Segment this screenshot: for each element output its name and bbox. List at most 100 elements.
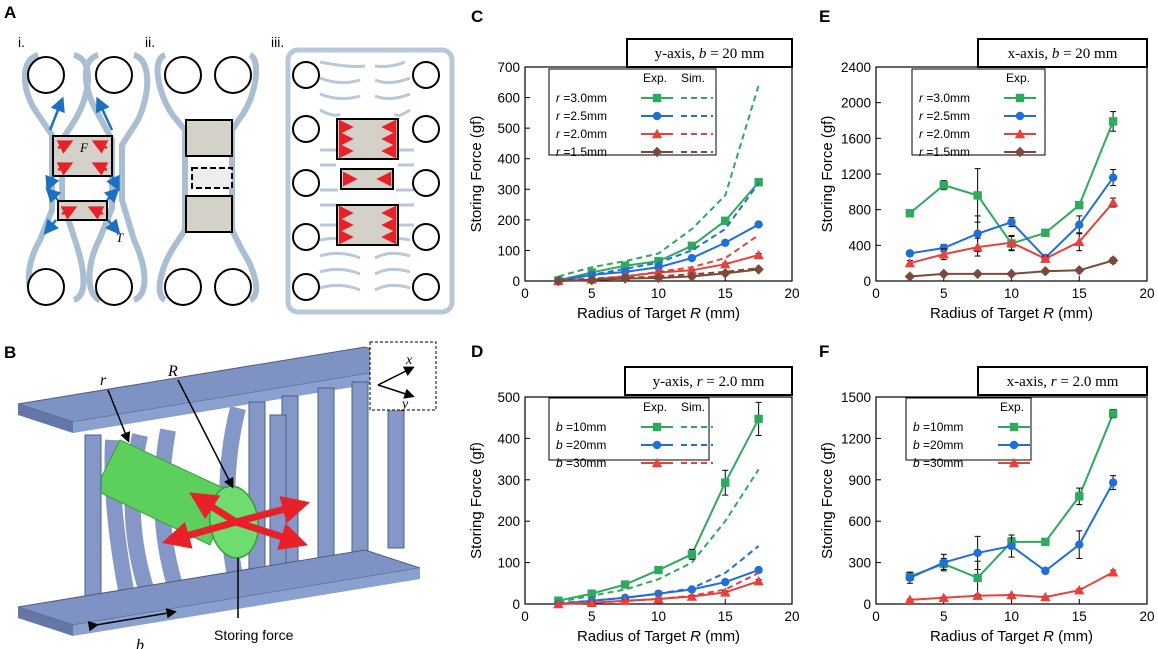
data-point-brown	[938, 268, 949, 280]
axis-y-label: y	[400, 397, 409, 412]
chart-title: y-axis, b = 20 mm	[655, 46, 765, 62]
data-point-blue	[1041, 566, 1050, 576]
y-tick-label: 800	[848, 203, 871, 218]
data-point-blue	[905, 573, 915, 582]
data-point-brown	[1074, 265, 1085, 276]
legend-marker	[1009, 440, 1019, 450]
x-tick-label: 5	[588, 609, 596, 624]
legend-marker	[1014, 128, 1026, 139]
data-point-green	[587, 589, 596, 598]
data-point-blue	[1108, 478, 1118, 487]
data-point-brown	[586, 274, 597, 286]
x-tick-label: 15	[718, 286, 733, 301]
data-point-red	[1107, 567, 1119, 577]
y-axis-label: Storing Force (gf)	[819, 442, 836, 559]
diagram-a-ii	[154, 52, 260, 306]
chart-title: x-axis, b = 20 mm	[1008, 46, 1118, 62]
x-tick-label: 10	[651, 609, 666, 624]
data-point-brown	[1006, 268, 1017, 280]
y-tick-label: 1200	[841, 431, 871, 446]
chart-title-box	[626, 38, 793, 68]
sublabel-i: i.	[18, 34, 25, 50]
data-point-green	[721, 478, 730, 487]
x-tick-label: 15	[1072, 609, 1087, 624]
legend-marker	[652, 422, 662, 432]
legend-label: r =2.5mm	[919, 109, 970, 123]
y-tick-label: 0	[863, 274, 871, 289]
y-tick-label: 100	[497, 556, 520, 571]
data-point-blue	[1007, 541, 1016, 551]
sublabel-iii: iii.	[271, 34, 284, 50]
data-point-green	[687, 241, 697, 251]
panel-letter-b: B	[4, 343, 16, 362]
data-point-blue	[939, 243, 948, 253]
data-point-blue	[1007, 217, 1016, 227]
legend-marker	[1015, 93, 1025, 103]
x-tick-label: 20	[784, 286, 799, 301]
y-tick-label: 1600	[841, 131, 871, 146]
x-tick-label: 10	[1004, 286, 1019, 301]
data-point-blue	[687, 253, 697, 263]
legend-label: r =1.5mm	[556, 145, 607, 159]
panel-letter-e: E	[819, 7, 830, 26]
data-point-green	[1041, 537, 1050, 547]
legend-marker	[651, 128, 663, 139]
data-point-red	[972, 241, 983, 252]
sim-line-green	[558, 85, 760, 278]
y-tick-label: 1500	[841, 390, 871, 405]
data-point-blue	[754, 565, 763, 575]
y-tick-label: 2400	[841, 60, 871, 75]
y-tick-label: 500	[497, 121, 520, 136]
x-tick-label: 10	[651, 286, 666, 301]
data-point-blue	[687, 585, 697, 594]
x-tick-label: 20	[784, 609, 799, 624]
data-point-brown	[753, 264, 764, 275]
panel-letter-a: A	[4, 3, 16, 22]
x-tick-label: 5	[588, 286, 596, 301]
data-point-green	[1075, 201, 1084, 210]
data-point-brown	[1040, 265, 1051, 277]
data-point-green	[1075, 492, 1084, 501]
chart-title-box	[977, 366, 1148, 396]
y-tick-label: 200	[497, 514, 520, 529]
y-tick-label: 1200	[841, 167, 871, 182]
y-tick-label: 400	[848, 238, 871, 253]
data-point-red	[904, 594, 916, 605]
y-tick-label: 300	[848, 556, 871, 571]
data-point-red	[720, 587, 731, 597]
x-tick-label: 0	[521, 286, 529, 301]
y-axis-label: Storing Force (gf)	[468, 442, 485, 559]
data-point-blue	[1108, 173, 1118, 182]
data-point-brown	[1107, 255, 1119, 266]
data-point-brown	[686, 271, 698, 282]
data-point-red	[553, 598, 564, 609]
legend-header-exp: Exp.	[1006, 71, 1030, 85]
legend-box	[548, 397, 710, 461]
legend-marker	[651, 146, 663, 158]
data-point-green	[1108, 409, 1118, 418]
data-point-red	[1040, 591, 1051, 602]
data-point-blue	[721, 238, 730, 247]
x-tick-label: 20	[1139, 286, 1154, 301]
label-b: b	[136, 637, 144, 649]
y-tick-label: 0	[863, 597, 871, 612]
legend-header-exp: Exp.	[643, 400, 667, 414]
y-tick-label: 0	[512, 597, 520, 612]
y-axis-label: Storing Force (gf)	[468, 116, 485, 233]
x-tick-label: 0	[872, 609, 880, 624]
data-point-blue	[1075, 220, 1084, 230]
legend-label: r =2.5mm	[556, 109, 607, 123]
data-point-red	[972, 590, 983, 600]
x-tick-label: 0	[872, 286, 880, 301]
y-tick-label: 200	[497, 213, 520, 228]
data-point-red	[686, 591, 698, 601]
legend-label: b =30mm	[556, 456, 606, 470]
y-axis-label: Storing Force (gf)	[819, 116, 836, 233]
y-tick-label: 700	[497, 60, 520, 75]
data-point-red	[1040, 253, 1051, 263]
data-point-red	[904, 257, 916, 268]
data-point-green	[654, 256, 663, 266]
data-point-red	[1074, 585, 1085, 595]
y-tick-label: 300	[497, 473, 520, 488]
